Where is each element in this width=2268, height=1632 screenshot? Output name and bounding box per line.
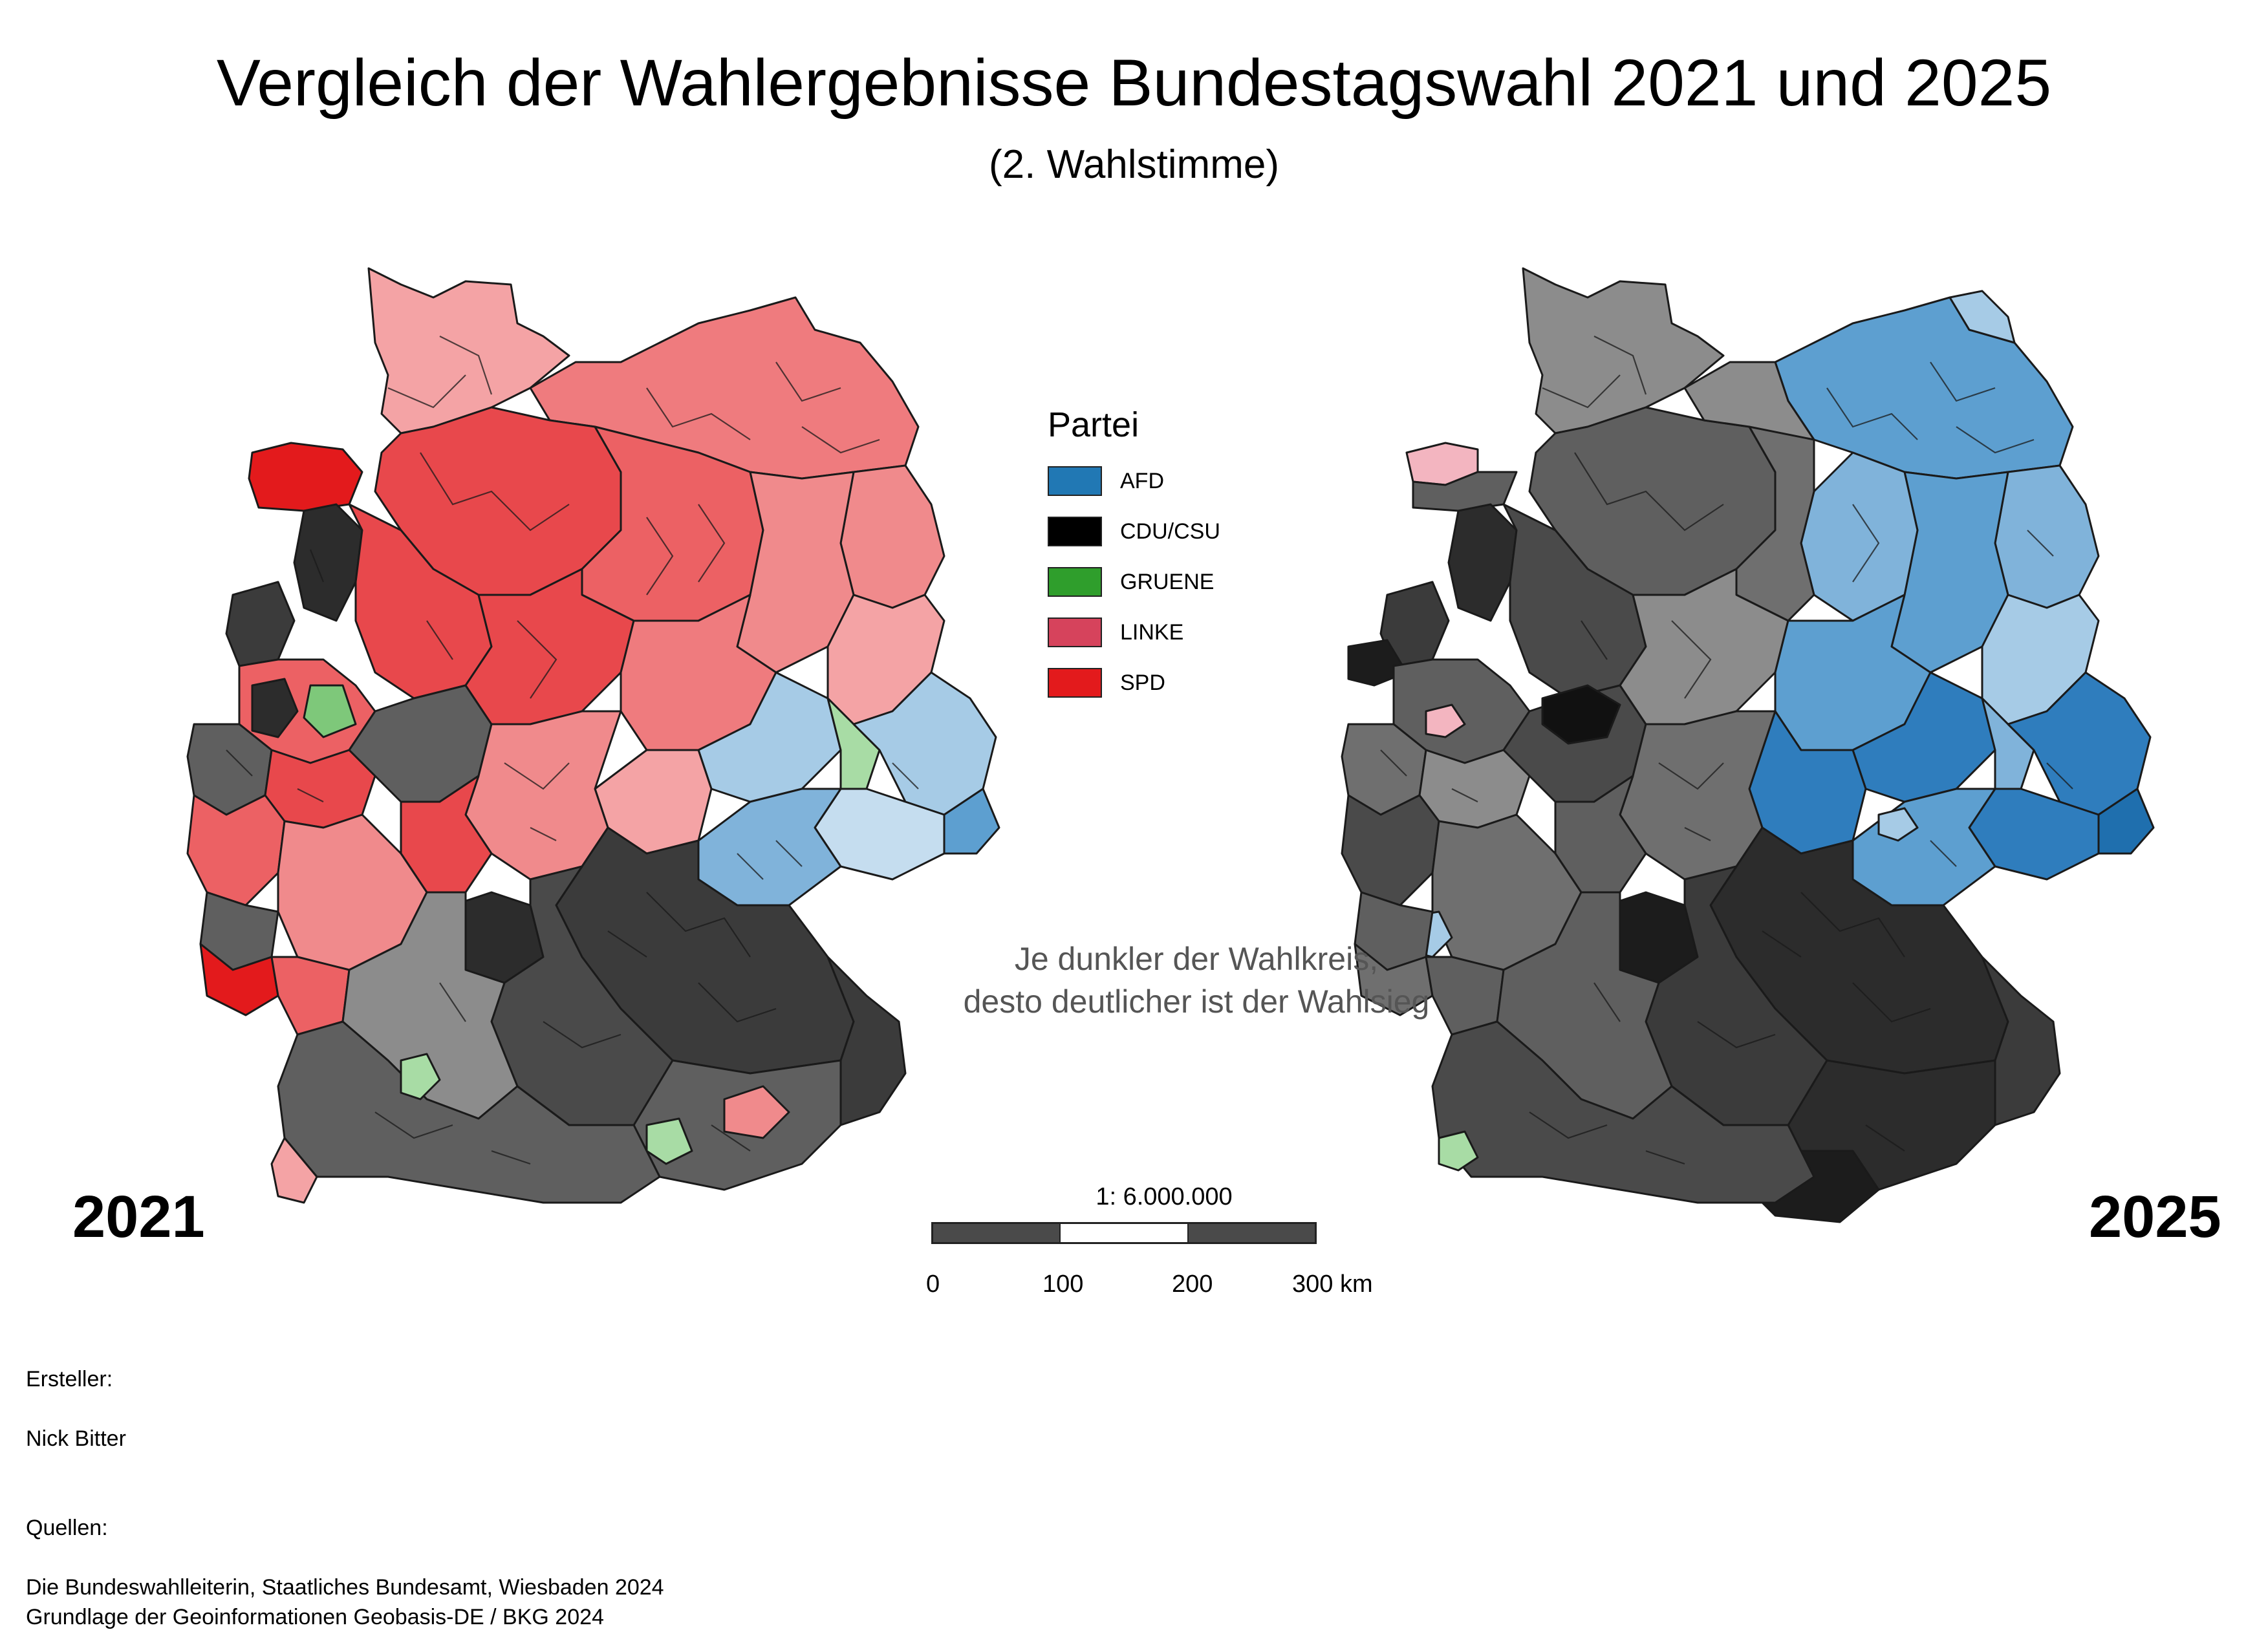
scale-tick: 200 [1172,1271,1213,1298]
source-line: Die Bundeswahlleiterin, Staatliches Bund… [26,1575,664,1600]
district [1541,684,1621,745]
district [464,568,635,725]
legend-label: LINKE [1120,619,1184,645]
creator-label: Ersteller: [26,1367,113,1391]
scale-bar-graphic [931,1222,1317,1244]
legend-item: GRUENE [1048,557,1220,607]
legend-label: CDU/CSU [1120,519,1220,544]
district [1852,788,1996,907]
district [839,464,945,609]
district [1949,290,2016,344]
district [1425,703,1466,738]
legend: Partei AFD CDU/CSU GRUENE LINKE SPD [1048,404,1220,708]
district [1877,807,1919,842]
source-line: Grundlage der Geoinformationen Geobasis-… [26,1605,604,1629]
district [1800,451,1919,622]
district [270,1137,318,1204]
year-label-2025: 2025 [2089,1184,2221,1250]
map-subtitle: (2. Wahlstimme) [989,142,1279,187]
district [186,794,286,907]
district [1994,464,2100,609]
district [248,442,363,512]
legend-item: AFD [1048,456,1220,506]
legend-title: Partei [1048,405,1139,444]
district [1619,568,1789,725]
year-label-2021: 2021 [72,1184,205,1250]
district [1981,956,2061,1126]
legend-swatch [1048,617,1102,647]
map-2025 [1341,267,2155,1223]
legend-label: SPD [1120,670,1165,695]
legend-label: GRUENE [1120,569,1215,594]
map-2021 [186,267,1000,1204]
district [1438,1130,1479,1172]
legend-swatch [1048,567,1102,597]
legend-item: SPD [1048,658,1220,708]
legend-label: AFD [1120,468,1164,493]
district [293,503,363,622]
district [225,581,296,667]
scale-tick: 300 km [1292,1271,1373,1298]
scale-tick: 100 [1042,1271,1084,1298]
scale-bar: 1: 6.000.000 0 100 200 300 km [905,1183,1423,1313]
credits: Ersteller: Nick Bitter Quellen: Die Bund… [26,1364,664,1632]
district [1447,503,1518,622]
district [1347,639,1408,687]
legend-swatch [1048,517,1102,546]
district [723,1085,790,1139]
district [1412,471,1518,512]
district [1774,296,2074,480]
district [400,1053,441,1101]
legend-item: CDU/CSU [1048,506,1220,557]
district [251,678,299,738]
map-title: Vergleich der Wahlergebnisse Bundestagsw… [216,46,2052,120]
legend-swatch [1048,466,1102,496]
creator-name: Nick Bitter [26,1426,126,1451]
district [303,684,357,738]
sources-label: Quellen: [26,1516,108,1540]
legend-item: LINKE [1048,607,1220,658]
district [645,1117,693,1165]
scale-tick: 0 [926,1271,940,1298]
map-annotation: Je dunkler der Wahlkreis, desto deutlich… [963,941,1430,1020]
district [1341,794,1440,907]
legend-swatch [1048,668,1102,698]
district [826,956,907,1126]
district [697,788,842,907]
scale-ratio: 1: 6.000.000 [1096,1183,1233,1210]
